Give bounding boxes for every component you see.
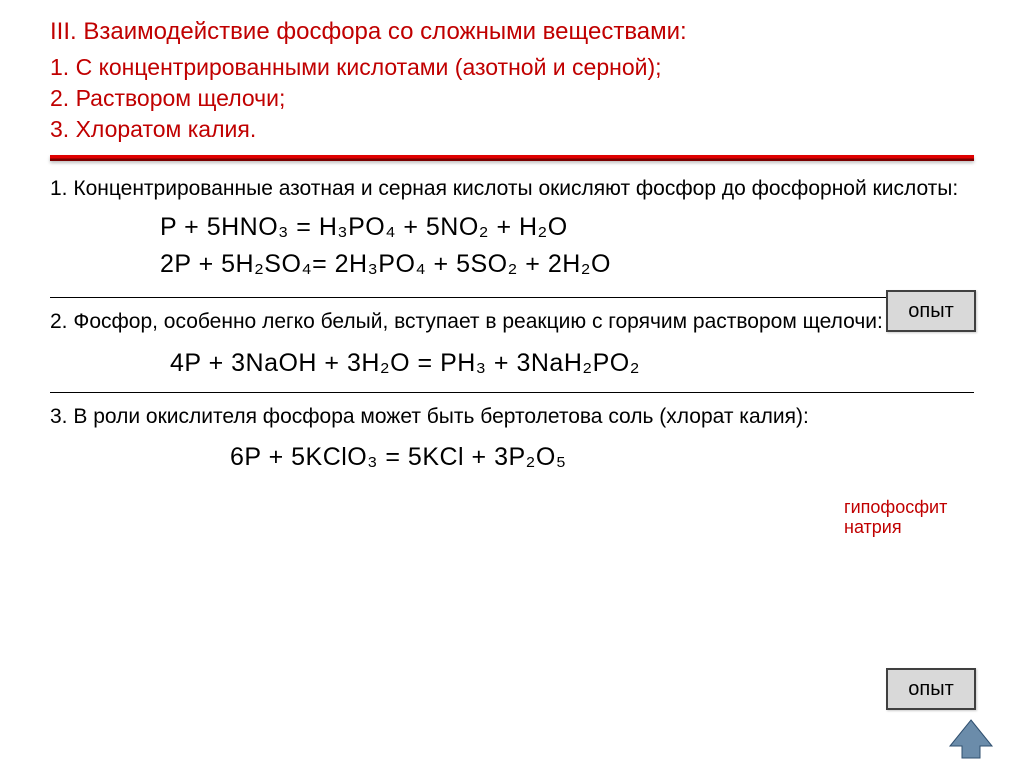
experiment-button-2-label: опыт xyxy=(908,678,954,701)
list-item-2: 2. Раствором щелочи; xyxy=(50,83,974,114)
experiment-button-1-label: опыт xyxy=(908,300,954,323)
next-arrow-icon[interactable] xyxy=(946,718,996,760)
equation-1a: P + 5HNO₃ = H₃PO₄ + 5NO₂ + H₂O xyxy=(160,213,974,242)
experiment-button-2[interactable]: опыт xyxy=(886,668,976,710)
section-3-text: 3. В роли окислителя фосфора может быть … xyxy=(50,403,974,431)
equation-3: 6P + 5KClO₃ = 5KCl + 3P₂O₅ xyxy=(230,443,974,472)
equation-1b: 2P + 5H₂SO₄= 2H₃PO₄ + 5SO₂ + 2H₂O xyxy=(160,250,974,279)
section-2-text: 2. Фосфор, особенно легко белый, вступае… xyxy=(50,308,974,336)
section-1-text: 1. Концентрированные азотная и серная ки… xyxy=(50,175,974,203)
list-item-3: 3. Хлоратом калия. xyxy=(50,114,974,145)
separator-1 xyxy=(50,297,974,298)
separator-2 xyxy=(50,392,974,393)
equation-2: 4P + 3NaOH + 3H₂O = PH₃ + 3NaH₂PO₂ xyxy=(170,349,974,378)
experiment-button-1[interactable]: опыт xyxy=(886,290,976,332)
divider-bar xyxy=(50,155,974,161)
slide-title: III. Взаимодействие фосфора со сложными … xyxy=(50,18,974,46)
list-item-1: 1. С концентрированными кислотами (азотн… xyxy=(50,52,974,83)
annotation-hypophosphite: гипофосфит натрия xyxy=(844,498,974,538)
